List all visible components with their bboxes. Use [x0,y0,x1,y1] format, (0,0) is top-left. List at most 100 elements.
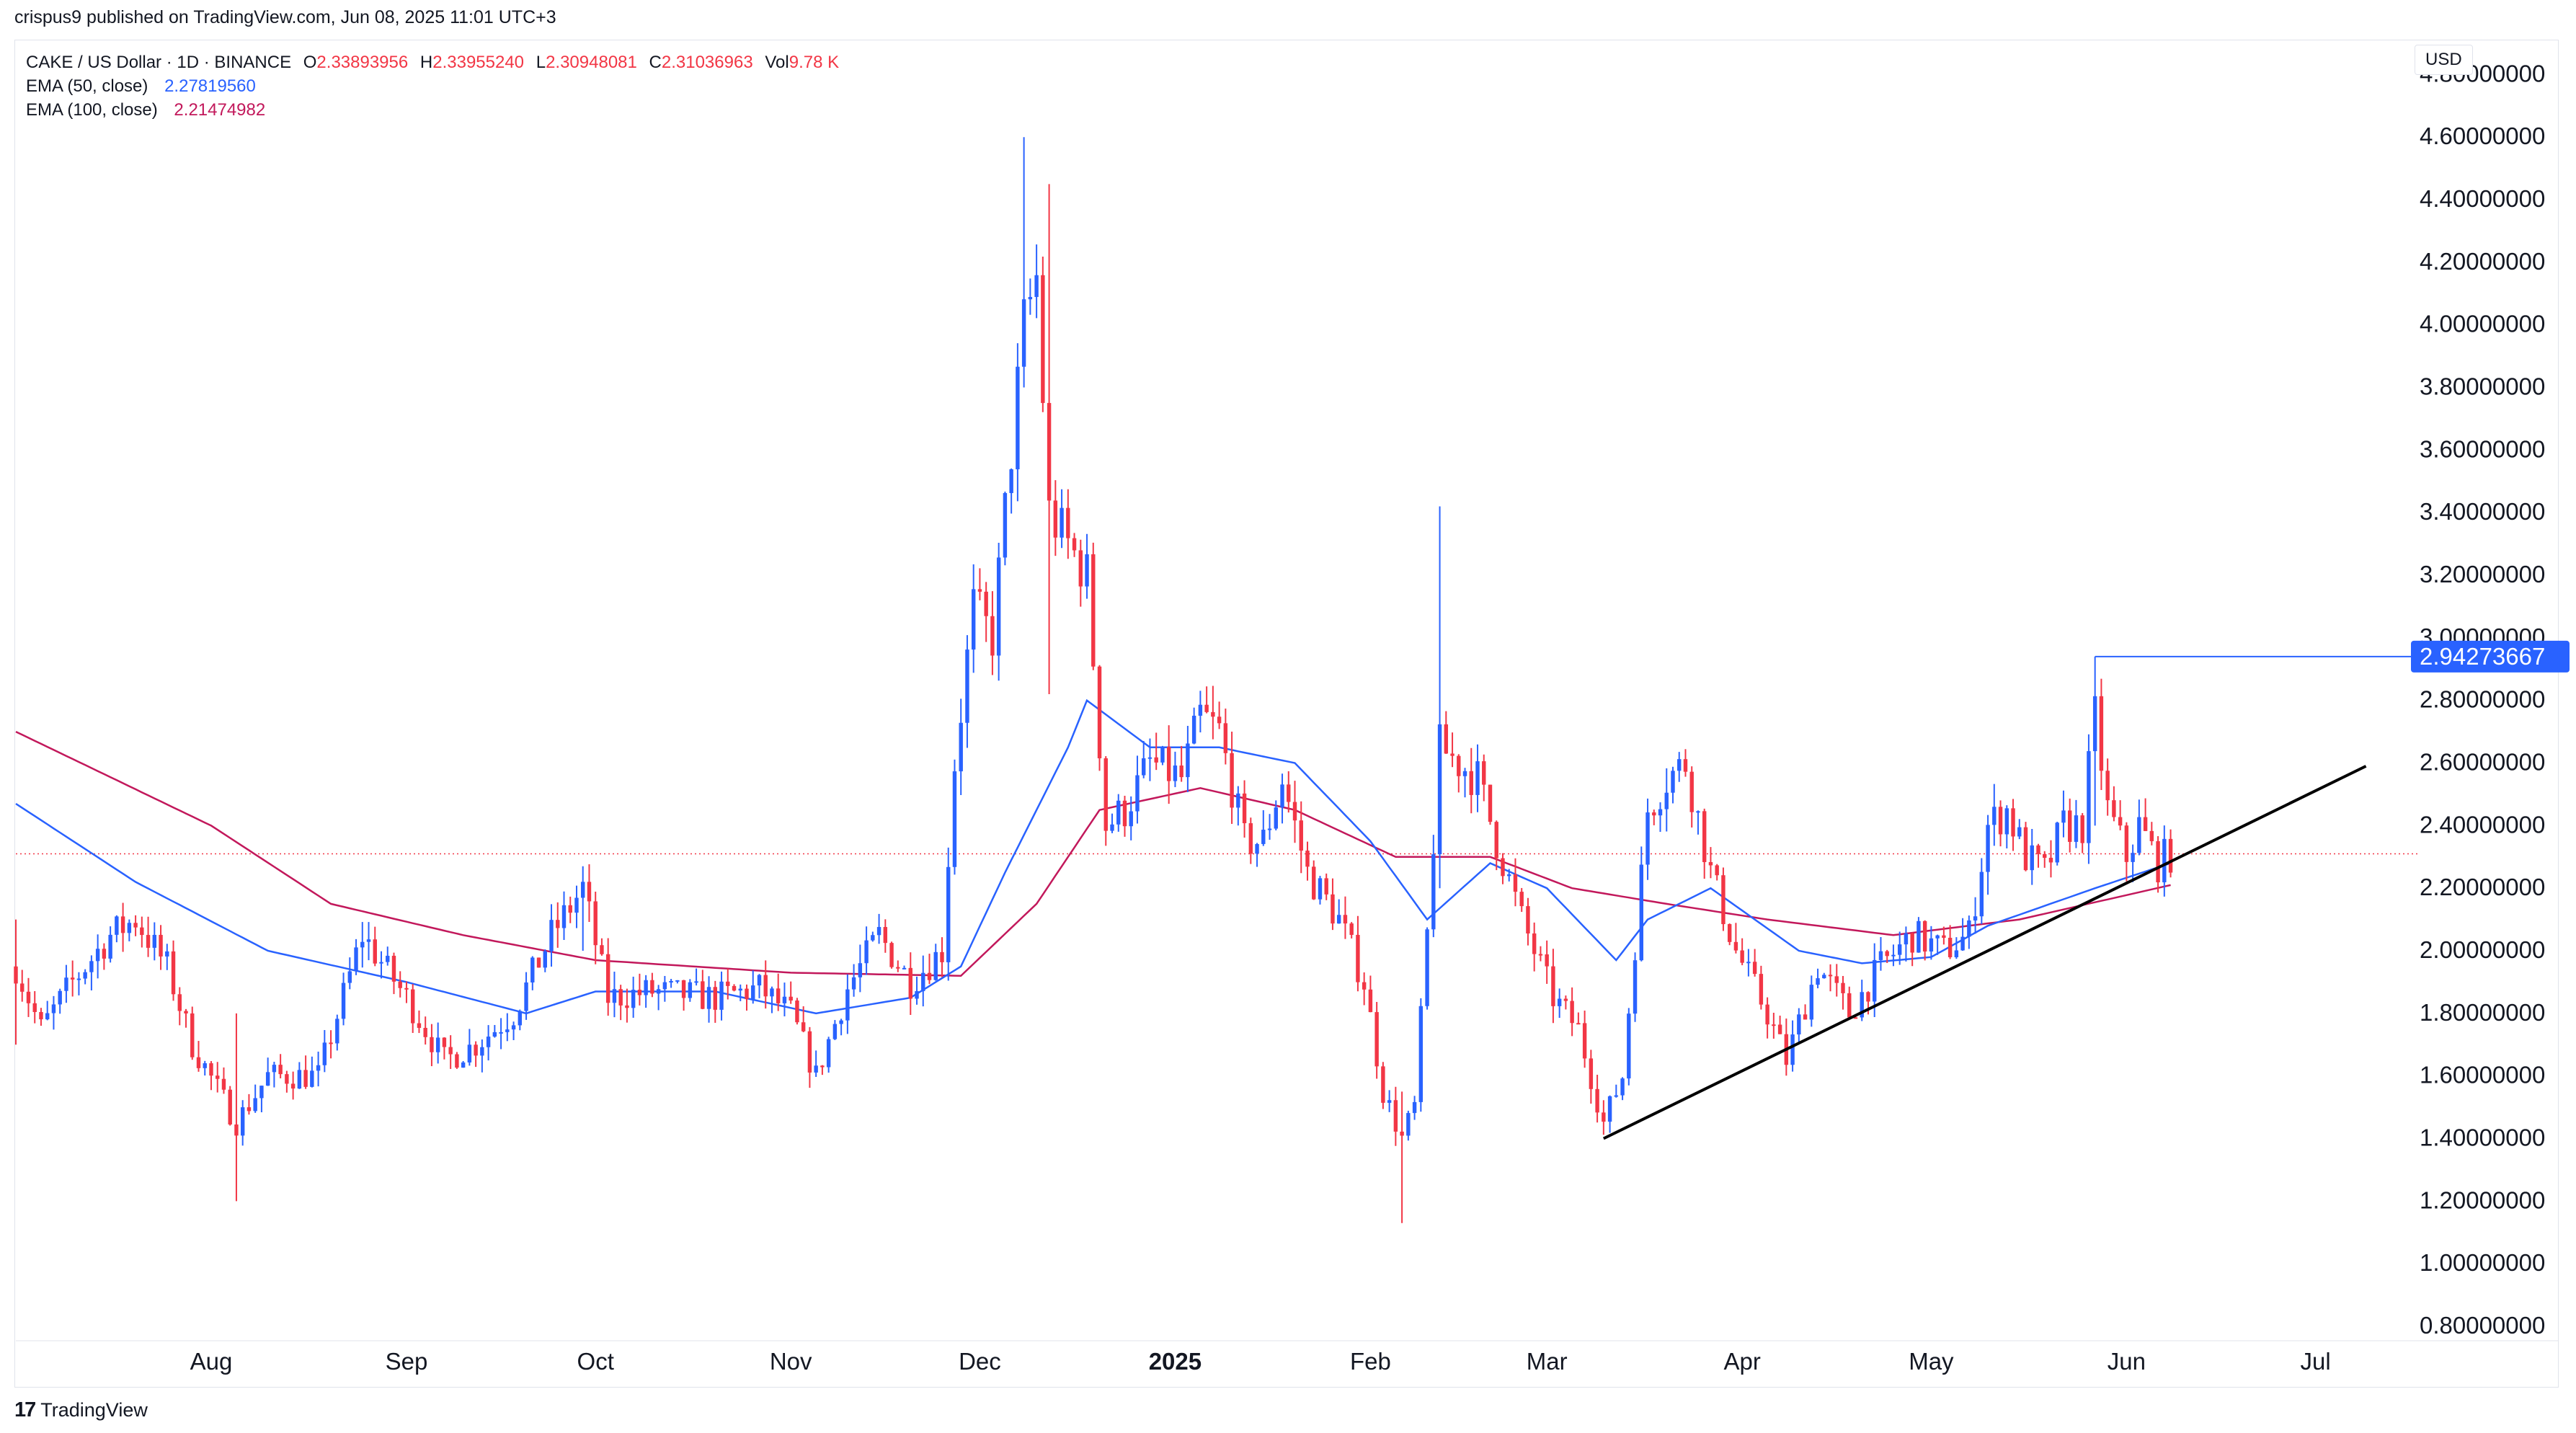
candle [612,971,617,1018]
candle [1393,1086,1398,1146]
candle [763,960,768,1009]
candle [1607,1095,1612,1133]
candle-body [2067,810,2072,842]
candle [1715,864,1719,881]
candle-body [694,981,698,983]
candle-body [1715,865,1719,876]
candle [524,972,528,1020]
legend-ema50-row[interactable]: EMA (50, close) 2.27819560 [26,74,839,98]
candle [1614,1084,1619,1098]
trendline-drawing[interactable] [1602,655,2418,1140]
candle-body [366,939,371,942]
candle [108,926,112,963]
candle [247,1093,252,1115]
candle [605,938,610,1016]
candle-body [1242,793,1247,824]
candle-body [1122,800,1127,827]
legend-ema100-row[interactable]: EMA (100, close) 2.21474982 [26,98,839,122]
candle [1305,841,1310,881]
candle [876,913,881,944]
candle-body [1992,807,1997,825]
tradingview-logo[interactable]: 17 TradingView [14,1398,148,1422]
candle-body [1166,747,1171,781]
candle [1381,1062,1385,1109]
candle-body [971,589,976,650]
candle-body [581,882,585,898]
ohlc-volume: Vol9.78 K [765,53,840,72]
candle-body [1501,858,1505,877]
candle [1501,853,1505,884]
candle [2143,798,2148,831]
candle-body [637,990,642,995]
time-tick-label: May [1909,1348,1954,1375]
candle [1816,968,1820,989]
candle-body [1841,982,1845,993]
chart-pane[interactable] [14,40,2559,1388]
candle [1324,873,1328,900]
candle [889,941,894,969]
candle [1627,1008,1631,1086]
price-tick-label: 4.20000000 [2420,248,2545,275]
candle [1620,1077,1625,1101]
candle-body [745,988,749,1000]
candle-body [1211,711,1215,717]
candle-body [39,1011,43,1020]
candle [826,1037,831,1073]
candle-body [1910,933,1914,953]
candle [341,972,346,1026]
candle-body [1217,716,1222,724]
candle [1570,987,1574,1037]
price-axis[interactable]: 4.800000004.600000004.400000004.20000000… [2420,60,2545,1339]
candle [2087,734,2091,864]
candle [1922,920,1927,961]
candle [492,1024,497,1038]
ohlc-high: H2.33955240 [419,53,525,72]
candle-body [505,1029,510,1032]
candle [1223,709,1228,765]
candle-body [1261,830,1266,844]
candle-body [1223,723,1228,753]
candle [1878,936,1883,971]
candle [373,926,377,967]
candle-body [1179,765,1183,778]
candle [1236,786,1240,826]
candle [386,946,390,966]
ascending-trendline [1602,765,2367,1140]
candle-body [1160,747,1165,763]
candle-body [851,977,856,990]
candle [2162,825,2167,897]
candle-body [1614,1095,1619,1097]
price-tick-label: 1.40000000 [2420,1124,2545,1151]
candle [64,964,68,1003]
candle [39,1008,43,1026]
time-axis[interactable]: Aug Sep Oct Nov Dec 2025 Feb Mar Apr May Jun Jul [16,1340,2559,1375]
candle [1072,533,1077,557]
candle [404,981,409,1003]
candle-body [1576,1023,1581,1025]
candle-body [732,985,737,991]
candle [435,1022,440,1064]
candle [561,891,567,940]
candle-body [417,1023,422,1028]
candle-body [1816,978,1820,985]
candle-body [706,987,711,1009]
candle [1173,751,1178,787]
candle [1261,810,1266,846]
candle-body [669,980,673,982]
price-tick-label: 2.20000000 [2420,874,2545,900]
currency-label[interactable]: USD [2415,45,2473,75]
candle [70,960,75,997]
candle-body [1041,275,1045,404]
candle-body [1708,862,1713,866]
candle-body [1602,1112,1606,1122]
time-tick-label: Dec [959,1348,1001,1375]
candle [1897,931,1902,965]
candle-body [45,1013,50,1020]
candle-body [1998,807,2003,835]
price-tag-value: 2.94273667 [2420,643,2545,670]
candle [738,984,742,1001]
candle [1469,747,1473,814]
candle-body [133,923,138,928]
candle-body [290,1083,296,1089]
